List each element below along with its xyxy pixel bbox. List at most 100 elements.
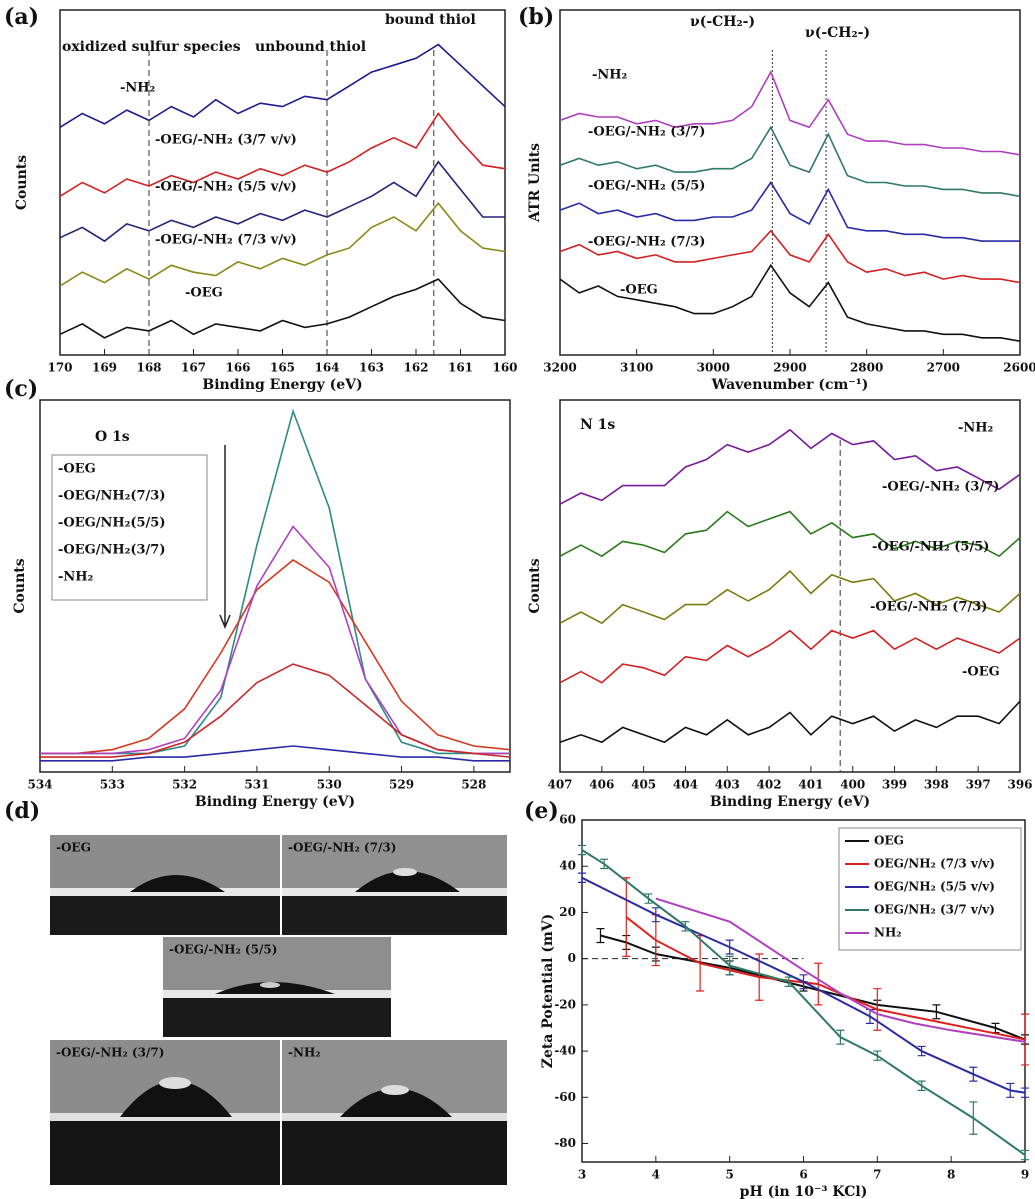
series-label: -NH₂	[958, 421, 993, 436]
error-bar	[873, 988, 882, 1031]
error-bar	[725, 939, 734, 955]
panel-label: (b)	[518, 4, 554, 30]
x-tick-label: 169	[92, 361, 117, 375]
y-axis-label: Counts	[14, 155, 30, 210]
x-tick-label: 2600	[1003, 361, 1035, 375]
spectrum-line	[559, 70, 1021, 156]
legend-entry: NH₂	[874, 926, 902, 940]
spectrum-line	[559, 510, 1021, 558]
error-bar	[836, 1029, 845, 1045]
x-tick-label: 4	[652, 1168, 660, 1182]
y-axis-label: Counts	[527, 558, 543, 613]
error-bar	[784, 976, 793, 987]
error-bar	[651, 914, 660, 967]
x-tick-label: 528	[461, 778, 486, 792]
x-tick-label: 165	[270, 361, 295, 375]
y-tick-label: 60	[559, 813, 576, 827]
error-bar	[622, 877, 631, 957]
x-tick-label: 396	[1007, 778, 1032, 792]
y-tick-label: 0	[568, 951, 576, 965]
error-bar	[969, 1101, 978, 1135]
x-axis-label: pH (in 10⁻³ KCl)	[740, 1184, 868, 1199]
y-axis-label: Zeta Potential (mV)	[540, 914, 556, 1069]
photo-label: -OEG/-NH₂ (5/5)	[169, 943, 277, 957]
spectrum-line	[559, 569, 1021, 625]
x-axis-label: Binding Energy (eV)	[202, 377, 362, 393]
x-tick-label: 400	[840, 778, 865, 792]
chart-panel: (e) 3 4 5 6 7 8 9 pH (in 10⁻³ KCl) Zeta Potential…	[524, 798, 1029, 1199]
error-bar	[681, 921, 690, 932]
series-label: -OEG/-NH₂ (5/5)	[872, 540, 989, 555]
spectrum-line	[40, 663, 511, 758]
x-tick-label: 405	[631, 778, 656, 792]
x-tick-label: 2700	[927, 361, 960, 375]
x-tick-label: 406	[589, 778, 614, 792]
error-bar	[917, 1045, 926, 1057]
x-tick-label: 8	[947, 1168, 955, 1182]
x-tick-label: 402	[757, 778, 782, 792]
x-tick-label: 168	[136, 361, 161, 375]
series-label: -NH₂	[592, 68, 627, 83]
x-tick-label: 404	[673, 778, 698, 792]
photo: -NH₂	[282, 1040, 507, 1185]
legend-entry: -NH₂	[58, 570, 93, 585]
error-bar	[644, 893, 653, 904]
x-tick-label: 529	[389, 778, 414, 792]
spectrum-line	[40, 745, 510, 762]
annotation: ν(-CH₂-)	[690, 14, 755, 30]
x-tick-label: 5	[725, 1168, 733, 1182]
annotation: oxidized sulfur species	[62, 39, 241, 55]
photo-panel: (d) -OEG -OEG/-NH₂ (7/3) -OEG/-NH₂ (5/5)…	[4, 798, 507, 1185]
x-tick-label: 9	[1021, 1168, 1029, 1182]
spectrum-line	[59, 278, 506, 339]
x-tick-label: 534	[27, 778, 52, 792]
photo: -OEG/-NH₂ (7/3)	[282, 835, 507, 935]
spectrum-line	[559, 263, 1021, 342]
y-tick-label: -80	[554, 1136, 576, 1150]
x-tick-label: 164	[314, 361, 339, 375]
x-axis-label: Wavenumber (cm⁻¹)	[711, 377, 869, 393]
error-bar	[578, 844, 586, 856]
series-label: -OEG/-NH₂ (5/5 v/v)	[155, 180, 297, 195]
spectrum-line	[559, 428, 1021, 505]
y-tick-label: -20	[554, 997, 576, 1011]
x-tick-label: 2900	[773, 361, 806, 375]
x-tick-label: 398	[924, 778, 949, 792]
series-label: -OEG/-NH₂ (3/7 v/v)	[155, 133, 297, 148]
spectrum-line	[559, 181, 1020, 242]
x-tick-label: 6	[799, 1168, 807, 1182]
photo: -OEG/-NH₂ (5/5)	[163, 937, 391, 1037]
annotation: N 1s	[580, 417, 615, 433]
x-tick-label: 167	[181, 361, 206, 375]
x-axis-label: Binding Energy (eV)	[195, 794, 355, 810]
spectrum-line	[59, 112, 506, 197]
error-bar	[873, 1050, 882, 1061]
x-axis-label: Binding Energy (eV)	[710, 794, 870, 810]
x-tick-label: 401	[798, 778, 823, 792]
x-tick-label: 532	[172, 778, 197, 792]
x-tick-label: 3200	[543, 361, 576, 375]
legend-entry: -OEG/NH₂(7/3)	[58, 489, 165, 504]
series-label: -OEG	[185, 286, 223, 301]
plot-frame	[39, 399, 511, 773]
series-label: -NH₂	[120, 81, 155, 96]
spectrum-line	[59, 43, 506, 128]
legend-entry: OEG/NH₂ (5/5 v/v)	[874, 880, 995, 894]
annotation: O 1s	[95, 429, 130, 445]
x-tick-label: 530	[317, 778, 342, 792]
legend-entry: OEG/NH₂ (7/3 v/v)	[874, 857, 995, 871]
spectrum-line	[559, 629, 1021, 684]
x-tick-label: 397	[966, 778, 991, 792]
photo-label: -OEG	[56, 841, 91, 855]
x-tick-label: 531	[244, 778, 269, 792]
x-tick-label: 3	[578, 1168, 586, 1182]
y-axis-label: Counts	[12, 558, 28, 613]
x-tick-label: 2800	[850, 361, 883, 375]
error-bar	[917, 1080, 926, 1091]
panel-label: (a)	[4, 4, 39, 30]
series-label: -OEG/-NH₂ (7/3 v/v)	[155, 233, 297, 248]
spectrum-line	[559, 700, 1021, 744]
plot-frame	[559, 399, 1021, 773]
legend-entry: -OEG	[58, 462, 96, 477]
